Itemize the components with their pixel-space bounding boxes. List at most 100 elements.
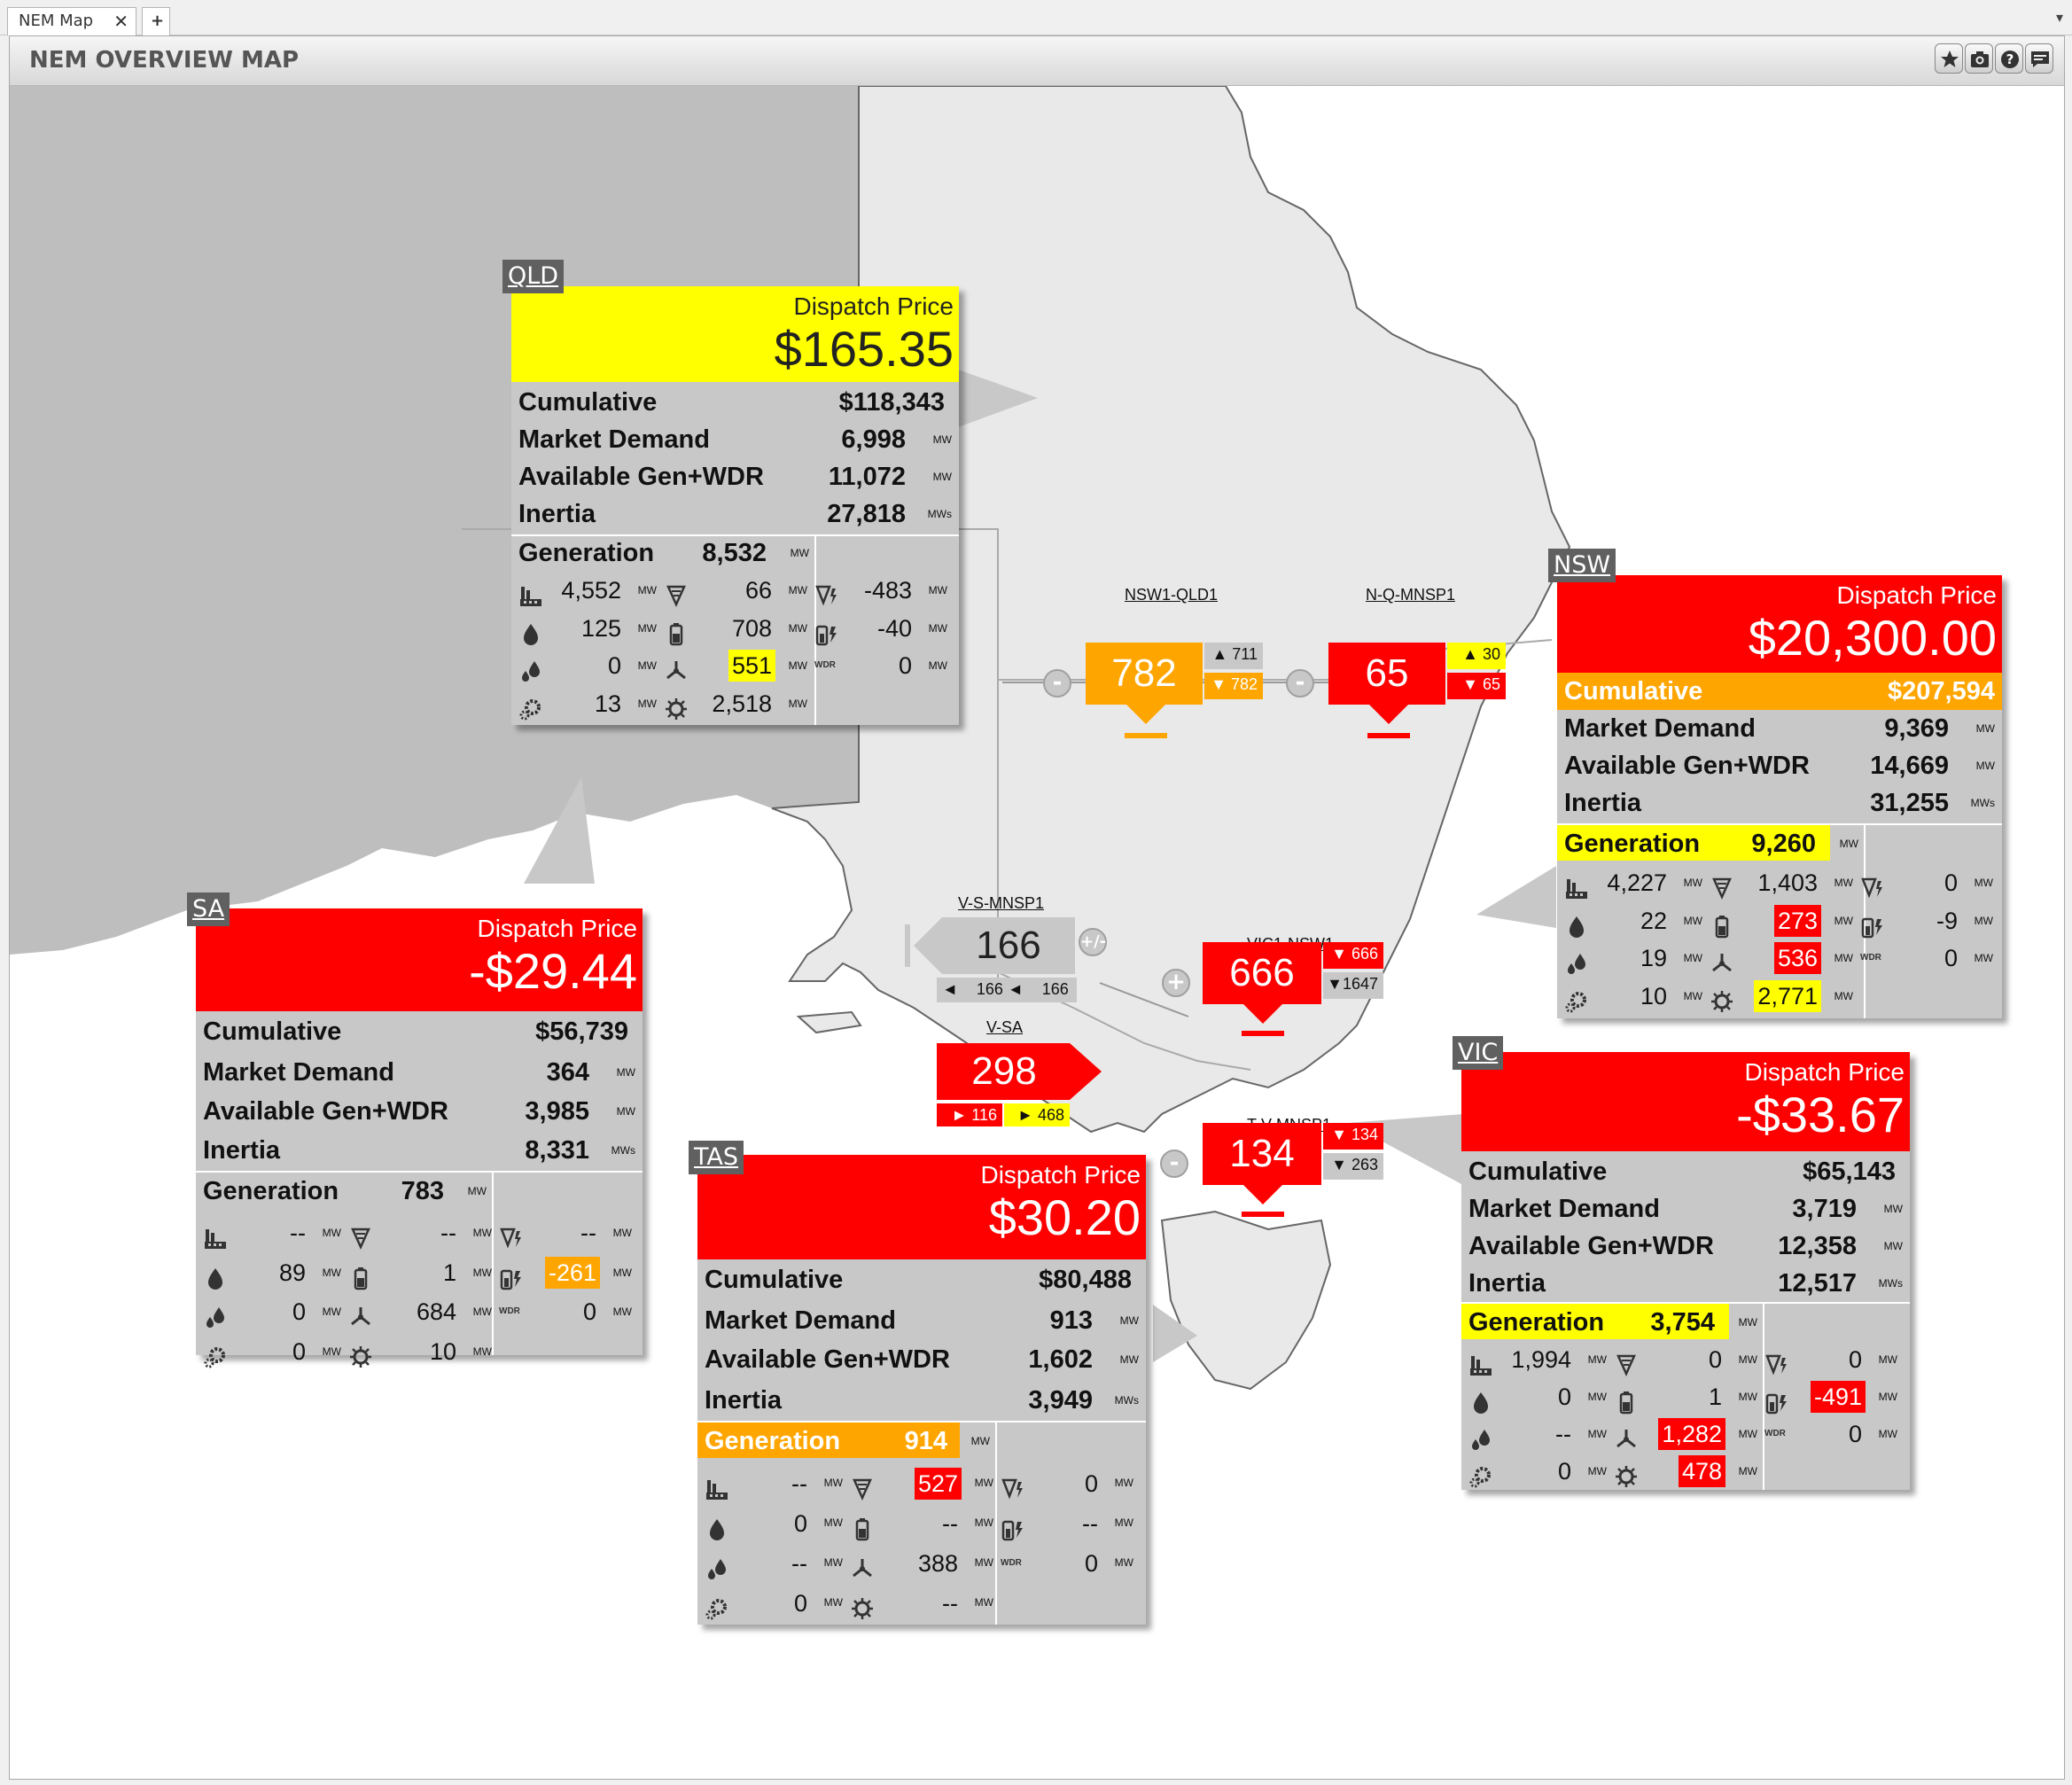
dispatch-price: -$33.67 [1736,1087,1905,1142]
vic-region-panel[interactable]: Dispatch Price -$33.67 Cumulative $65,143… [1461,1052,1910,1490]
nsw1-qld1-collapse-button[interactable]: - [1043,669,1071,698]
unit-label: MW [1683,989,1702,1002]
generation-value: 10 [1640,982,1667,1009]
snapshot-button[interactable] [1965,43,1993,74]
vic1-nsw1-expand-button[interactable]: + [1162,969,1190,997]
generation-value: 0 [1848,1346,1862,1373]
battery-icon [348,1260,373,1290]
unit-label: MW [823,1477,843,1489]
sa-region-tag[interactable]: SA [187,892,230,926]
generation-value: 0 [1557,1458,1571,1485]
v-sa-limit-right: ► 468 [1004,1103,1070,1126]
comment-button[interactable] [2025,43,2053,74]
unit-label: MW [1683,877,1702,889]
vic1-nsw1-flow[interactable]: 666 [1203,942,1321,1004]
qld-region-tag[interactable]: QLD [502,260,565,293]
generation-cell: 388 MW [850,1543,993,1583]
generation-value: 0 [1708,1346,1722,1373]
nsw-region-panel[interactable]: Dispatch Price $20,300.00 Cumulative $207… [1557,575,2002,1018]
sa-callout-pointer [524,777,595,884]
solar-icon [664,691,689,720]
generation-cell: WDR 0 MW [1860,939,1993,978]
interconnector-label[interactable]: NSW1-QLD1 [1125,586,1219,604]
generation-cell: WDR 0 MW [1764,1415,1897,1453]
generation-cell: 66 MW [664,572,807,610]
unit-label: MW [322,1227,341,1239]
generation-value: 1,994 [1511,1346,1571,1373]
generation-row: Generation 8,532 MW [518,539,809,567]
generation-cell: -261 MW [499,1253,632,1293]
sa-region-panel[interactable]: Dispatch Price -$29.44 Cumulative $56,739… [196,908,643,1368]
inertia-row: Inertia 27,818 MWs [518,500,952,528]
v-s-mnsp1-flow[interactable]: 166 [976,924,1041,967]
generation-cell: 273 MW [1710,902,1853,940]
dispatch-price: $165.35 [774,321,954,377]
generation-value: 10 [429,1337,456,1365]
inertia-row: Inertia 12,517 MWs [1468,1269,1903,1298]
favorite-button[interactable] [1935,43,1963,74]
tab-label: NEM Map [19,12,94,30]
dispatch-price: $30.20 [988,1189,1141,1245]
interconnector-label[interactable]: V-S-MNSP1 [958,894,1045,912]
window-titlebar: NEM OVERVIEW MAP ? [10,36,2064,86]
unit-label: MW [1738,1465,1757,1477]
v-sa-flow[interactable]: 298 [971,1049,1037,1093]
unit-label: MW [1738,1353,1757,1366]
gas-flame-icon [705,1511,729,1540]
cumulative-row: Cumulative $80,488 [705,1266,1132,1294]
v-sa-flow-arrow [937,1043,1102,1100]
close-icon[interactable]: ✕ [113,11,129,32]
liquid-fuel-icon [705,1551,729,1579]
n-q-mnsp1-flow[interactable]: 65 [1328,643,1445,705]
other-gears-icon [518,691,543,721]
vic1-nsw1-import-limit: ▼ 666 [1323,942,1383,969]
generation-value: 1,282 [1658,1418,1725,1450]
generation-cell: 89 MW [203,1253,341,1293]
help-button[interactable]: ? [1995,43,2023,74]
unit-label: MW [1683,914,1702,927]
map-window: NEM OVERVIEW MAP ? Dispatch Price $165.3… [9,35,2065,1780]
generation-value: 0 [1557,1384,1571,1410]
nsw1-qld1-export-limit: ▼ 782 [1204,673,1263,699]
inertia-row: Inertia 31,255 MWs [1564,789,1995,817]
generation-cell: 0 MW [1614,1341,1757,1378]
interconnector-label[interactable]: N-Q-MNSP1 [1366,586,1456,604]
gas-flame-icon [1564,908,1589,938]
qld-region-panel[interactable]: Dispatch Price $165.35 Cumulative $118,34… [511,286,959,725]
price-label: Dispatch Price [1744,1058,1905,1086]
battery-icon [1710,908,1734,938]
generation-value: 527 [914,1467,962,1500]
t-v-mnsp1-flow[interactable]: 134 [1203,1123,1321,1185]
wdr-label: WDR [814,660,836,670]
flow-arrow-down-icon [1242,1183,1284,1217]
v-sa-limit-left: ► 116 [937,1103,1002,1126]
star-icon [1941,51,1959,67]
chevron-down-icon[interactable]: ▾ [2055,9,2063,26]
inertia-row: Inertia 3,949 MWs [705,1386,1139,1415]
tas-region-tag[interactable]: TAS [689,1141,744,1174]
generation-value: 273 [1773,904,1821,937]
interconnector-label[interactable]: V-SA [986,1018,1024,1036]
v-s-mnsp1-toggle-button[interactable]: +/- [1079,928,1107,956]
tas-region-panel[interactable]: Dispatch Price $30.20 Cumulative $80,488 … [697,1155,1146,1625]
nsw1-qld1-flow[interactable]: 782 [1086,643,1203,705]
vic-price-box: Dispatch Price -$33.67 [1461,1052,1910,1151]
tab-nem-map[interactable]: NEM Map ✕ [7,7,136,35]
vic-region-tag[interactable]: VIC [1453,1036,1504,1070]
generation-cell: 478 MW [1614,1453,1757,1490]
wind-turbine-icon [1614,1422,1639,1448]
n-q-mnsp1-collapse-button[interactable]: - [1286,669,1314,698]
generation-cell: 0 MW [203,1292,341,1332]
nsw-region-tag[interactable]: NSW [1548,549,1616,582]
unit-label: MW [612,1227,632,1239]
pumped-hydro-icon [499,1220,524,1249]
wdr-label: WDR [499,1306,520,1316]
add-tab-button[interactable]: + [142,7,170,35]
t-v-mnsp1-collapse-button[interactable]: - [1160,1150,1188,1178]
flow-arrow-down-icon [1367,703,1410,738]
generation-value: -483 [863,577,912,604]
generation-value: -9 [1936,907,1958,934]
cumulative-row: Cumulative $118,343 [518,388,945,417]
unit-label: MW [928,659,947,672]
generation-row: Generation 783 MW [203,1177,487,1205]
